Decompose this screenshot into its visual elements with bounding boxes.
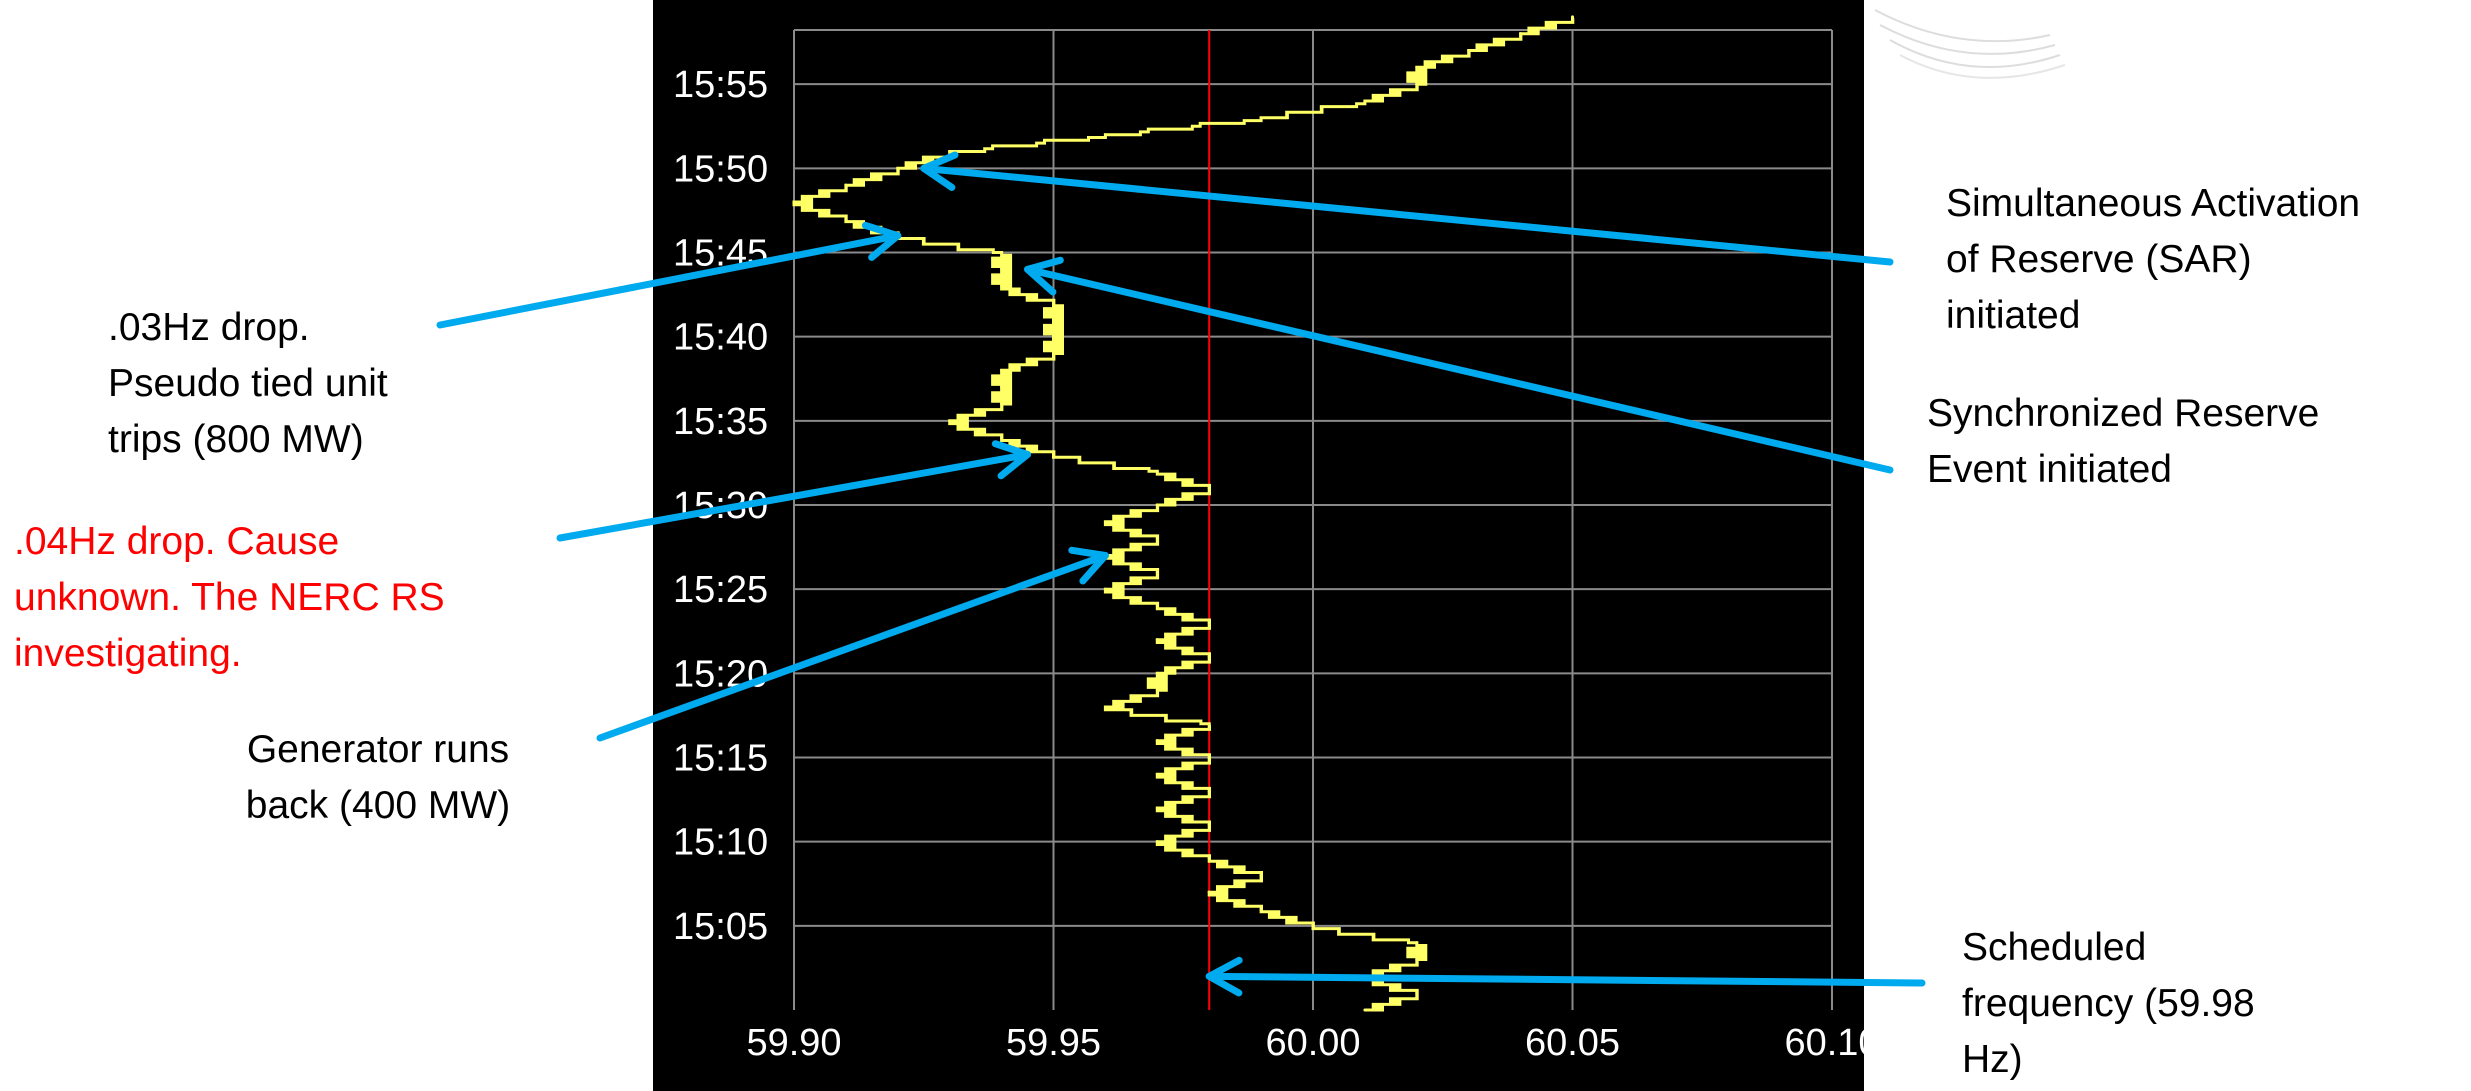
y-tick-label: 15:55 bbox=[673, 64, 768, 106]
series-point bbox=[1052, 301, 1055, 305]
series-point bbox=[1155, 739, 1159, 743]
annotation-arrow bbox=[436, 221, 902, 329]
y-tick-label: 15:20 bbox=[673, 653, 768, 695]
series-point bbox=[1415, 941, 1419, 945]
x-tick-label: 59.90 bbox=[746, 1022, 841, 1064]
series-point bbox=[1052, 453, 1055, 456]
series-point bbox=[1207, 486, 1211, 490]
grid-lines bbox=[793, 29, 1833, 1010]
series-point bbox=[1155, 671, 1159, 675]
series-point bbox=[1155, 688, 1159, 692]
series-point bbox=[1415, 82, 1419, 86]
series-point bbox=[1207, 722, 1211, 726]
series-point bbox=[1155, 772, 1159, 776]
series-line bbox=[792, 16, 1575, 1012]
series-point bbox=[1259, 116, 1263, 120]
series-point bbox=[844, 217, 848, 221]
series-point bbox=[1155, 638, 1159, 642]
y-tick-label: 15:35 bbox=[673, 401, 768, 443]
series-point bbox=[1207, 857, 1211, 860]
series-point bbox=[792, 200, 796, 204]
series-point bbox=[1155, 604, 1159, 608]
series-point bbox=[1207, 621, 1211, 625]
series-point bbox=[1000, 402, 1004, 406]
series-point bbox=[1000, 385, 1004, 389]
series-point bbox=[1103, 133, 1107, 137]
series-point bbox=[1467, 49, 1471, 52]
series-point bbox=[1000, 436, 1004, 440]
series-point bbox=[1155, 806, 1159, 810]
series-point bbox=[1259, 907, 1263, 911]
series-point bbox=[1052, 318, 1055, 322]
series-point bbox=[1155, 570, 1159, 574]
y-tick-label: 15:40 bbox=[673, 317, 768, 359]
series-point bbox=[1415, 991, 1419, 995]
annotation-arrow bbox=[1024, 256, 1894, 474]
series-point bbox=[1155, 840, 1159, 844]
series-point bbox=[1103, 705, 1107, 709]
annotation-sar-initiated: Simultaneous Activation of Reserve (SAR)… bbox=[1946, 182, 2361, 337]
series-point bbox=[1571, 15, 1574, 19]
series-point bbox=[1155, 469, 1159, 473]
series-point bbox=[1259, 873, 1263, 877]
annotation-tied-unit-trip: .03Hz drop. Pseudo tied unit trips (800 … bbox=[108, 306, 388, 461]
annotation-arrow bbox=[596, 546, 1109, 742]
annotation-arrow bbox=[1205, 956, 1926, 997]
x-tick-label: 60.05 bbox=[1525, 1022, 1620, 1064]
annotation-sync-reserve-event: Synchronized Reserve Event initiated bbox=[1927, 392, 2320, 491]
y-tick-label: 15:50 bbox=[673, 148, 768, 190]
annotation-arrow bbox=[556, 440, 1032, 542]
y-tick-label: 15:25 bbox=[673, 569, 768, 611]
series-point bbox=[1000, 284, 1004, 288]
series-point bbox=[1207, 789, 1211, 793]
series-point bbox=[896, 166, 900, 170]
x-tick-labels: 59.90 59.95 60.00 60.05 60.10 bbox=[746, 1022, 1879, 1064]
series-point bbox=[1363, 99, 1367, 103]
annotation-unknown-drop: .04Hz drop. Cause unknown. The NERC RS i… bbox=[14, 520, 445, 675]
y-tick-label: 15:05 bbox=[673, 906, 768, 948]
series-point bbox=[948, 419, 952, 423]
series-point bbox=[1363, 1008, 1367, 1012]
annotation-arrows bbox=[436, 151, 1926, 997]
x-tick-label: 59.95 bbox=[1006, 1022, 1101, 1064]
series-point bbox=[1155, 503, 1159, 507]
series-point bbox=[1052, 335, 1055, 339]
series-point bbox=[1000, 251, 1004, 254]
series-point bbox=[1103, 520, 1107, 524]
series-point bbox=[1000, 267, 1004, 271]
x-tick-label: 60.10 bbox=[1784, 1022, 1879, 1064]
y-tick-label: 15:10 bbox=[673, 822, 768, 864]
x-tick-label: 60.00 bbox=[1265, 1022, 1360, 1064]
annotation-generator-runback: Generator runs back (400 MW) bbox=[245, 728, 511, 827]
series-point bbox=[1207, 655, 1211, 658]
series-point bbox=[844, 183, 848, 187]
frequency-series bbox=[792, 15, 1575, 1012]
series-point bbox=[1052, 352, 1055, 355]
y-tick-label: 15:15 bbox=[673, 738, 768, 780]
series-point bbox=[1415, 65, 1419, 69]
series-point bbox=[1155, 537, 1159, 541]
series-point bbox=[948, 150, 952, 153]
annotation-scheduled-frequency: Scheduled frequency (59.98 Hz) bbox=[1962, 926, 2255, 1081]
annotation-arrow bbox=[920, 151, 1894, 266]
series-point bbox=[1207, 756, 1211, 759]
series-point bbox=[1415, 958, 1419, 961]
series-point bbox=[1311, 924, 1315, 928]
series-point bbox=[1000, 368, 1004, 372]
series-point bbox=[1207, 823, 1211, 827]
y-tick-labels: 15:0515:1015:1515:2015:2515:3015:3515:40… bbox=[673, 64, 768, 948]
series-point bbox=[1207, 890, 1211, 894]
series-point bbox=[1103, 587, 1107, 591]
series-point bbox=[1519, 32, 1523, 36]
